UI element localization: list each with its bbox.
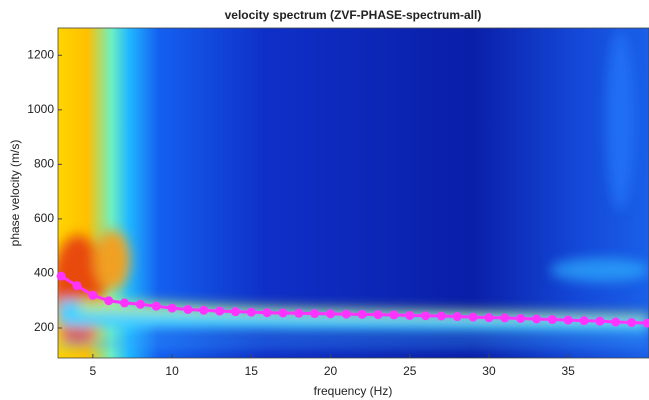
series-marker — [389, 310, 399, 320]
series-marker — [262, 308, 272, 318]
series-marker — [183, 304, 193, 314]
series-marker — [310, 309, 320, 319]
series-marker — [215, 306, 225, 316]
x-tick-label: 5 — [90, 364, 97, 378]
series-marker — [421, 311, 431, 321]
x-tick-label: 10 — [165, 364, 179, 378]
series-marker — [627, 318, 637, 328]
series-marker — [120, 298, 130, 308]
series-marker — [88, 290, 98, 300]
x-tick-label: 35 — [562, 364, 576, 378]
series-marker — [246, 307, 256, 317]
series-marker — [405, 310, 415, 320]
series-marker — [595, 316, 605, 326]
series-marker — [104, 296, 114, 306]
y-tick-label: 400 — [34, 266, 54, 280]
y-axis-label: phase velocity (m/s) — [8, 140, 22, 247]
x-tick-label: 25 — [403, 364, 417, 378]
series-marker — [278, 308, 288, 318]
series-marker — [294, 308, 304, 318]
x-tick-label: 15 — [245, 364, 259, 378]
series-marker — [500, 313, 510, 323]
y-tick-label: 1200 — [27, 47, 54, 61]
y-tick-label: 800 — [34, 157, 54, 171]
series-marker — [135, 299, 145, 309]
y-tick-label: 200 — [34, 320, 54, 334]
series-marker — [151, 301, 161, 311]
series-marker — [436, 311, 446, 321]
series-marker — [452, 312, 462, 322]
y-tick-label: 600 — [34, 211, 54, 225]
series-marker — [72, 281, 82, 291]
series-marker — [341, 309, 351, 319]
series-marker — [56, 271, 66, 281]
series-marker — [611, 317, 621, 327]
series-marker — [373, 310, 383, 320]
x-axis-label: frequency (Hz) — [314, 384, 393, 398]
chart-title: velocity spectrum (ZVF-PHASE-spectrum-al… — [225, 8, 482, 22]
series-marker — [326, 309, 336, 319]
series-marker — [563, 315, 573, 325]
series-marker — [357, 309, 367, 319]
series-marker — [484, 313, 494, 323]
series-marker — [579, 316, 589, 326]
y-tick-label: 1000 — [27, 102, 54, 116]
series-marker — [516, 313, 526, 323]
x-tick-label: 20 — [324, 364, 338, 378]
series-marker — [642, 318, 649, 328]
plot-frame — [57, 27, 649, 359]
series-marker — [468, 312, 478, 322]
series-marker — [532, 314, 542, 324]
series-marker — [547, 315, 557, 325]
series-marker — [230, 307, 240, 317]
series-marker — [167, 303, 177, 313]
series-marker — [199, 305, 209, 315]
x-tick-label: 30 — [482, 364, 496, 378]
